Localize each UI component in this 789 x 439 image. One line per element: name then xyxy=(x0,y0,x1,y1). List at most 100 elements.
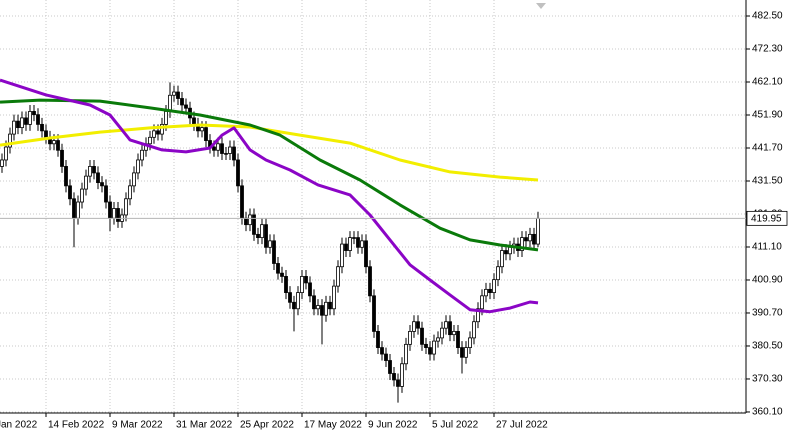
candle-body xyxy=(112,208,116,219)
candle-body xyxy=(424,343,428,348)
candle-body xyxy=(96,172,100,184)
candle-body xyxy=(284,276,288,293)
x-tick-label: 25 Apr 2022 xyxy=(240,420,294,431)
candle-body xyxy=(80,188,84,203)
candle-body xyxy=(520,237,524,251)
candle-body xyxy=(524,237,528,242)
candle-body xyxy=(168,94,172,112)
candle-body xyxy=(256,233,260,239)
shift-marker xyxy=(536,3,546,9)
y-tick-label: 431.50 xyxy=(752,176,783,187)
price-label: 419.95 xyxy=(751,213,782,224)
candle-body xyxy=(484,288,488,297)
candle-body xyxy=(252,214,256,235)
candle-body xyxy=(500,250,504,268)
candle-body xyxy=(220,143,224,154)
candle-body xyxy=(328,301,332,310)
candle-body xyxy=(388,360,392,374)
candle-body xyxy=(36,114,40,125)
candle-body xyxy=(276,263,280,274)
candle-body xyxy=(172,91,176,96)
ma-line xyxy=(0,78,539,314)
candle-body xyxy=(372,295,376,332)
candle-body xyxy=(148,136,152,145)
candle-body xyxy=(280,272,284,277)
candle-body xyxy=(240,185,244,219)
candle-body xyxy=(348,237,352,251)
candle-body xyxy=(392,373,396,381)
y-tick-label: 462.10 xyxy=(752,77,783,88)
candle-body xyxy=(296,292,300,310)
candle-body xyxy=(376,331,380,348)
x-tick-label: 17 May 2022 xyxy=(304,420,362,431)
candle-body xyxy=(204,127,208,141)
candle-body xyxy=(84,175,88,190)
candle-body xyxy=(232,146,236,161)
candle-body xyxy=(448,321,452,336)
x-tick-label: 27 Jul 2022 xyxy=(496,420,548,431)
x-tick-label: Jan 2022 xyxy=(0,420,38,431)
candle-body xyxy=(292,301,296,310)
candle-body xyxy=(100,182,104,187)
candle-body xyxy=(4,146,8,161)
candle-body xyxy=(92,166,96,174)
candle-body xyxy=(336,266,340,287)
ma-line xyxy=(0,123,539,182)
candle-body xyxy=(396,379,400,387)
candle-body xyxy=(508,246,512,255)
ma-line xyxy=(0,98,539,252)
candle-body xyxy=(268,240,272,248)
candle-body xyxy=(132,172,136,187)
x-tick-label: 9 Mar 2022 xyxy=(112,420,163,431)
y-tick-label: 411.10 xyxy=(752,242,782,253)
candle-body xyxy=(432,340,436,355)
y-tick-label: 390.70 xyxy=(752,308,783,319)
candle-body xyxy=(408,331,412,345)
candle-body xyxy=(72,198,76,219)
candle-body xyxy=(412,321,416,332)
candle-body xyxy=(416,321,420,329)
candle-body xyxy=(12,120,16,135)
candle-body xyxy=(88,166,92,177)
candle-body xyxy=(400,363,404,387)
candle-body xyxy=(156,130,160,135)
candle-body xyxy=(264,224,268,248)
candle-body xyxy=(152,130,156,138)
candle-body xyxy=(260,224,264,239)
candle-body xyxy=(136,159,140,174)
candle-body xyxy=(356,237,360,248)
candle-body xyxy=(24,117,28,125)
candle-body xyxy=(488,288,492,293)
candle-body xyxy=(212,146,216,151)
candle-body xyxy=(452,331,456,336)
y-tick-label: 451.90 xyxy=(752,110,783,121)
candle-body xyxy=(492,279,496,293)
candle-body xyxy=(192,117,196,125)
candle-body xyxy=(320,305,324,316)
candle-body xyxy=(460,347,464,358)
candle-body xyxy=(380,347,384,355)
candle-body xyxy=(464,347,468,358)
candle-body xyxy=(496,266,500,281)
candle-body xyxy=(504,250,508,255)
candle-body xyxy=(344,243,348,251)
candle-body xyxy=(316,305,320,310)
candle-body xyxy=(444,321,448,329)
x-tick-label: 9 Jun 2022 xyxy=(368,420,418,431)
x-tick-label: 14 Feb 2022 xyxy=(48,420,105,431)
y-tick-label: 472.30 xyxy=(752,44,783,55)
candle-body xyxy=(360,240,364,248)
candle-body xyxy=(116,208,120,222)
y-tick-label: 400.90 xyxy=(752,275,783,286)
candle-body xyxy=(332,285,336,310)
candle-body xyxy=(236,159,240,187)
candle-body xyxy=(352,237,356,239)
candle-body xyxy=(76,201,80,219)
candle-body xyxy=(108,201,112,219)
candle-body xyxy=(468,337,472,348)
candle-body xyxy=(224,153,228,155)
candle-body xyxy=(436,337,440,342)
candle-body xyxy=(176,91,180,99)
